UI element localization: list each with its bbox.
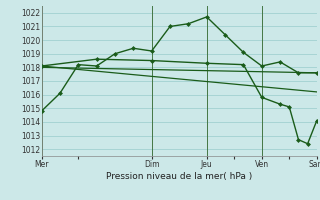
X-axis label: Pression niveau de la mer( hPa ): Pression niveau de la mer( hPa ) [106, 172, 252, 181]
